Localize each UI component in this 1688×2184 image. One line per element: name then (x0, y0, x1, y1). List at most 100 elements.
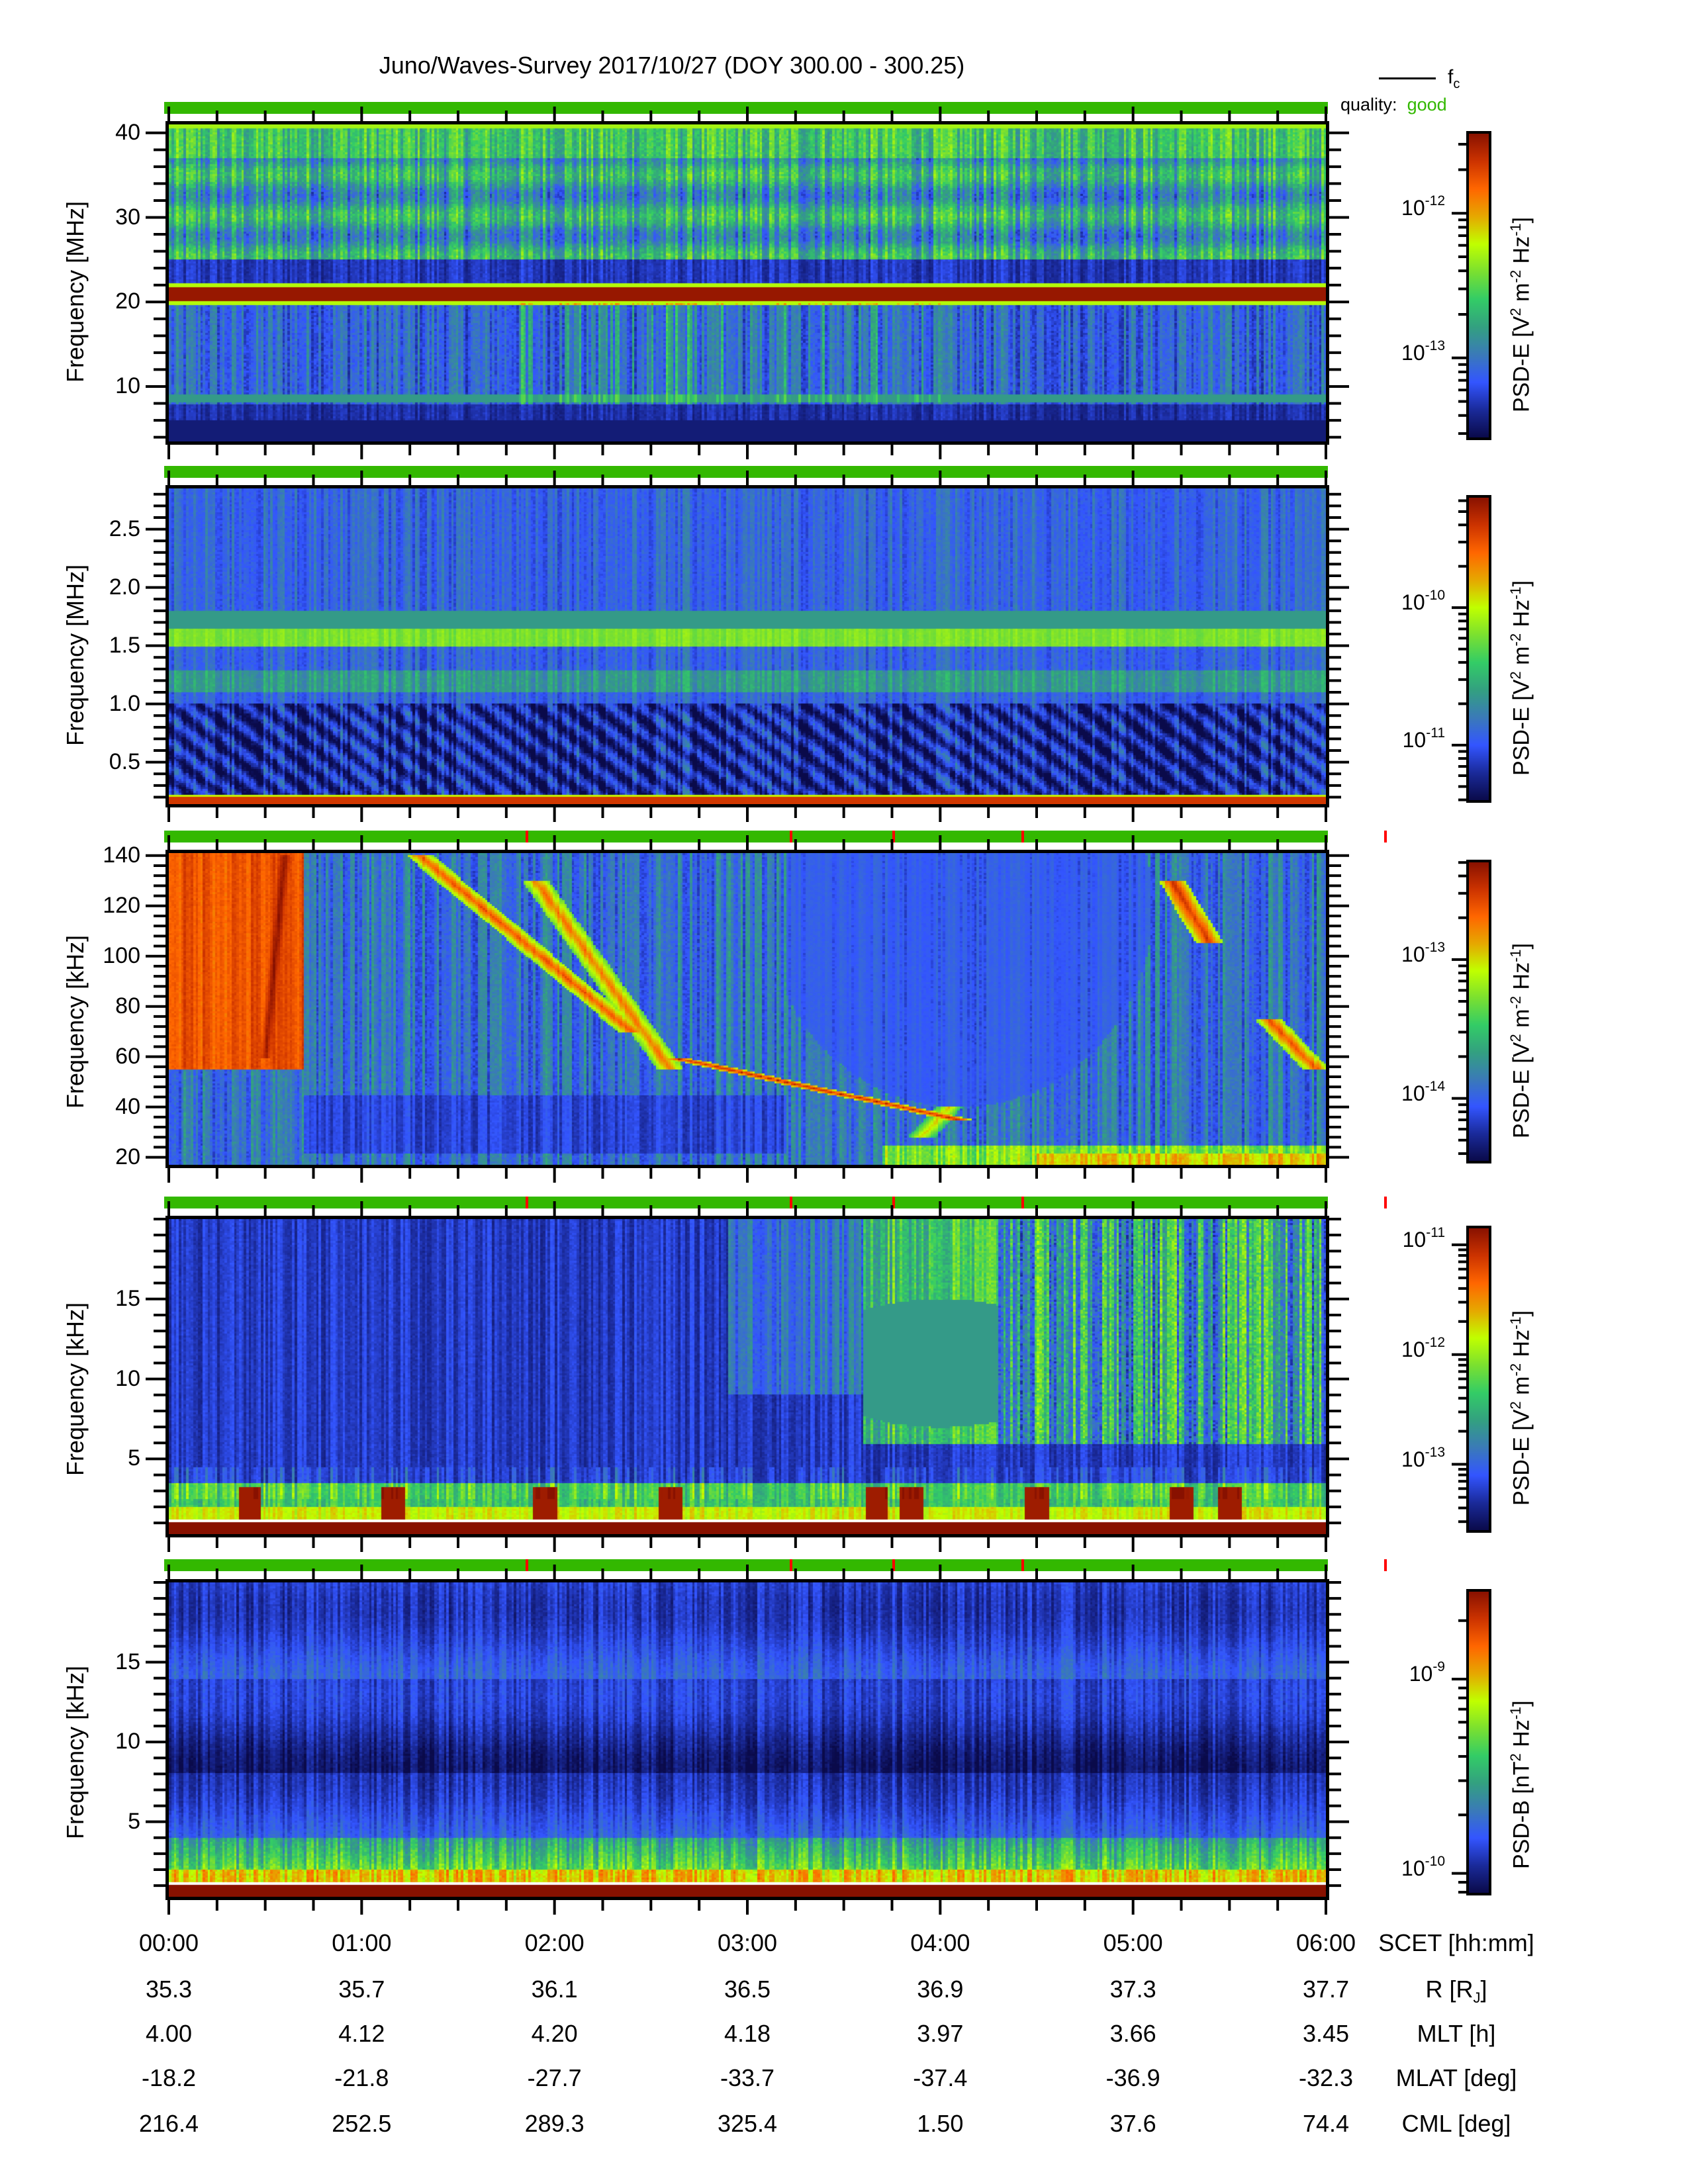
ephemeris-value: 37.6 (1109, 2110, 1156, 2137)
colorbar-tick-exp: -13 (1425, 338, 1445, 353)
quality-label: quality: (1340, 95, 1397, 114)
colorbar-tick-label: 10-11 (1359, 725, 1445, 752)
colorbar-tick-exp: -14 (1425, 1078, 1445, 1094)
spectrogram-1 (169, 124, 1326, 441)
colorbar (1466, 495, 1491, 803)
colorbar-tick-base: 10 (1402, 1227, 1427, 1251)
colorbar (1466, 1589, 1491, 1895)
ephemeris-value: 4.20 (531, 2020, 578, 2047)
ephemeris-value: -36.9 (1105, 2064, 1160, 2091)
quality-flag-marker (790, 1197, 793, 1208)
x-tick-label: 01:00 (332, 1929, 392, 1956)
colorbar-tick-label: 10-10 (1359, 588, 1445, 615)
colorbar-tick-exp: -13 (1425, 939, 1445, 955)
y-tick-label: 1.5 (109, 632, 140, 658)
ephemeris-value: -32.3 (1298, 2064, 1354, 2091)
quality-flag-marker (1021, 831, 1025, 842)
colorbar-tick-exp: -12 (1425, 193, 1445, 209)
y-tick-label: 120 (103, 892, 140, 918)
quality-flag-marker (1021, 1559, 1025, 1571)
colorbar-tick-base: 10 (1401, 196, 1425, 220)
legend-line-swatch (1379, 77, 1436, 79)
x-tick-label: 04:00 (910, 1929, 970, 1956)
y-tick-label: 10 (115, 1729, 140, 1754)
ephemeris-value: 3.66 (1109, 2020, 1156, 2047)
quality-legend: quality: good (1340, 95, 1447, 115)
y-tick-label: 40 (115, 119, 140, 145)
quality-flag-marker (526, 831, 529, 842)
ephemeris-value: 36.1 (531, 1976, 578, 2003)
colorbar-tick-base: 10 (1402, 727, 1427, 752)
x-tick-label: 05:00 (1103, 1929, 1163, 1956)
plot-frame (165, 485, 1329, 807)
ephemeris-value: 37.3 (1109, 1976, 1156, 2003)
colorbar-tick-base: 10 (1401, 1447, 1425, 1471)
ephemeris-value: -33.7 (720, 2064, 775, 2091)
x-axis-label: SCET [hh:mm] (1357, 1929, 1556, 1957)
colorbar-tick-label: 10-11 (1359, 1225, 1445, 1252)
colorbar-tick-label: 10-14 (1359, 1078, 1445, 1106)
ephemeris-value: -27.7 (527, 2064, 582, 2091)
ephemeris-value: -18.2 (141, 2064, 197, 2091)
colorbar (1466, 131, 1491, 440)
ephemeris-value: 4.18 (724, 2020, 771, 2047)
plot-frame (165, 121, 1329, 445)
quality-flag-marker (1383, 1559, 1387, 1571)
y-tick-label: 2.0 (109, 574, 140, 600)
ephemeris-value: -37.4 (913, 2064, 968, 2091)
colorbar-tick-label: 10-13 (1359, 1444, 1445, 1472)
ephemeris-value: 36.5 (724, 1976, 771, 2003)
colorbar-tick-exp: -11 (1426, 725, 1445, 741)
ephemeris-value: 74.4 (1302, 2110, 1350, 2137)
colorbar-tick-label: 10-12 (1359, 1335, 1445, 1362)
quality-flag-marker (526, 1559, 529, 1571)
ephemeris-value: 289.3 (524, 2110, 585, 2137)
spectrogram-5 (169, 1582, 1326, 1897)
y-tick-label: 20 (115, 1144, 140, 1169)
ephemeris-value: 1.50 (917, 2110, 964, 2137)
colorbar-tick-exp: -9 (1432, 1659, 1445, 1675)
row-label-text: CML [deg] (1401, 2110, 1511, 2137)
row-label-end: ] (1480, 1976, 1487, 2003)
y-tick-label: 0.5 (109, 749, 140, 774)
x-tick-label: 06:00 (1295, 1929, 1356, 1956)
ephemeris-value: 4.12 (338, 2020, 385, 2047)
colorbar-tick-base: 10 (1401, 1081, 1425, 1105)
plot-frame (165, 1579, 1329, 1900)
legend-fc: fc (1379, 66, 1460, 92)
y-tick-label: 1.0 (109, 690, 140, 716)
colorbar-tick-label: 10-13 (1359, 939, 1445, 967)
quality-flag-marker (892, 831, 895, 842)
colorbar-tick-base: 10 (1401, 1337, 1425, 1361)
colorbar-tick-exp: -13 (1425, 1444, 1445, 1460)
quality-flag-marker (1021, 1197, 1025, 1208)
ephemeris-label: MLAT [deg] (1357, 2064, 1556, 2092)
colorbar-tick-base: 10 (1401, 942, 1425, 966)
colorbar-tick-exp: -10 (1425, 588, 1445, 604)
quality-flag-marker (790, 1559, 793, 1571)
ephemeris-label: CML [deg] (1357, 2110, 1556, 2138)
ephemeris-value: 3.97 (917, 2020, 964, 2047)
y-tick-label: 15 (115, 1285, 140, 1311)
ephemeris-value: 4.00 (145, 2020, 193, 2047)
ephemeris-label: R [RJ] (1357, 1976, 1556, 2007)
y-tick-label: 15 (115, 1649, 140, 1674)
y-tick-label: 40 (115, 1093, 140, 1119)
row-label-text: SCET [hh:mm] (1378, 1929, 1534, 1956)
ephemeris-value: 37.7 (1302, 1976, 1350, 2003)
colorbar-tick-base: 10 (1409, 1662, 1433, 1686)
ephemeris-value: -21.8 (334, 2064, 389, 2091)
ephemeris-value: 35.7 (338, 1976, 385, 2003)
spectrogram-2 (169, 488, 1326, 804)
ephemeris-value: 36.9 (917, 1976, 964, 2003)
y-tick-label: 60 (115, 1043, 140, 1069)
colorbar (1466, 1226, 1491, 1533)
quality-flag-marker (1383, 1197, 1387, 1208)
legend-fc-label: f (1448, 66, 1454, 88)
ephemeris-value: 216.4 (138, 2110, 199, 2137)
y-tick-label: 30 (115, 204, 140, 230)
colorbar (1466, 860, 1491, 1163)
y-tick-label: 2.5 (109, 516, 140, 541)
y-tick-label: 5 (128, 1808, 140, 1834)
